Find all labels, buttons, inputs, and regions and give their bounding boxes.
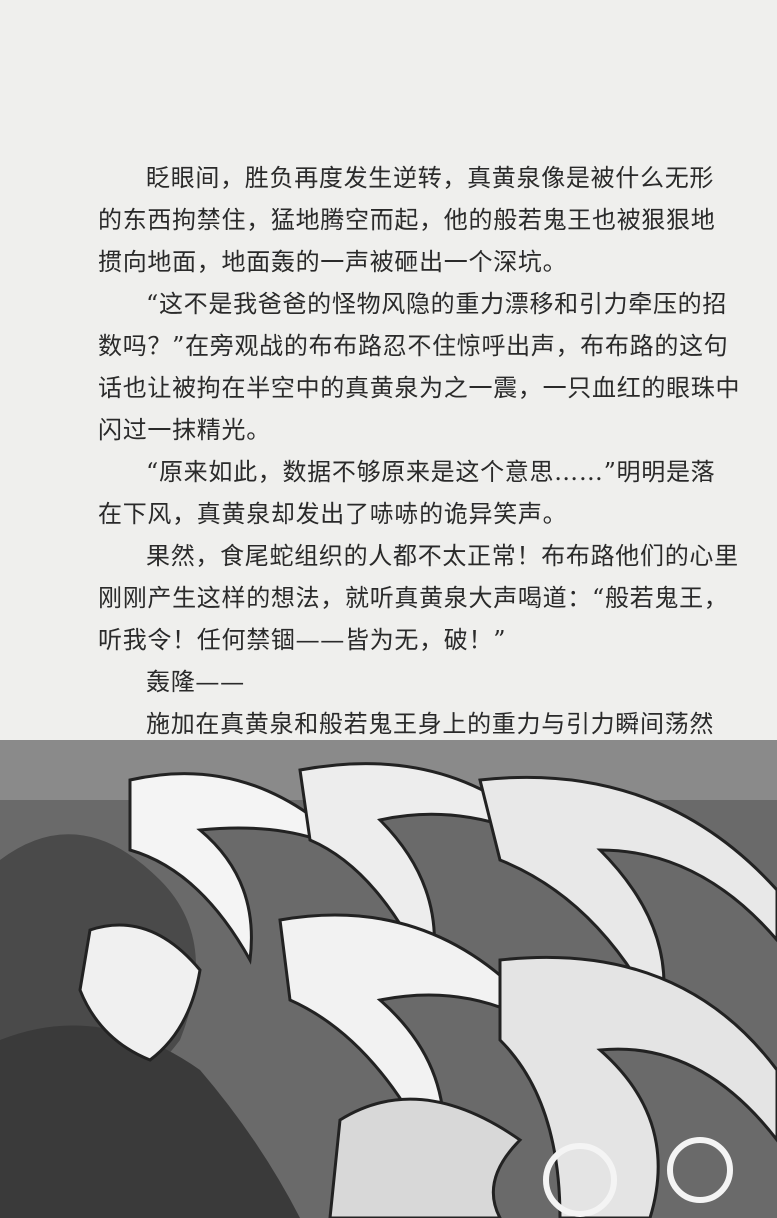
text-line: “这不是我爸爸的怪物风隐的重力漂移和引力牵压的招 xyxy=(146,290,728,318)
text-line: 数吗？”在旁观战的布布路忍不住惊呼出声，布布路的这句 xyxy=(98,332,729,360)
text-line: 闪过一抹精光。 xyxy=(98,416,271,444)
text-line: 刚刚产生这样的想法，就听真黄泉大声喝道：“般若鬼王， xyxy=(98,584,729,612)
text-line: 施加在真黄泉和般若鬼王身上的重力与引力瞬间荡然 xyxy=(146,710,715,738)
text-line: 的东西拘禁住，猛地腾空而起，他的般若鬼王也被狠狠地 xyxy=(98,206,716,234)
text-line: 眨眼间，胜负再度发生逆转，真黄泉像是被什么无形 xyxy=(146,164,715,192)
text-line: 话也让被拘在半空中的真黄泉为之一震，一只血红的眼珠中 xyxy=(98,374,741,402)
text-line: 果然，食尾蛇组织的人都不太正常！布布路他们的心里 xyxy=(146,542,739,570)
text-line: 听我令！任何禁锢——皆为无，破！” xyxy=(98,626,507,654)
text-line: 轰隆—— xyxy=(146,668,245,696)
illustration xyxy=(0,740,777,1218)
text-line: “原来如此，数据不够原来是这个意思……”明明是落 xyxy=(146,458,716,486)
text-line: 在下风，真黄泉却发出了哧哧的诡异笑声。 xyxy=(98,500,568,528)
text-line: 掼向地面，地面轰的一声被砸出一个深坑。 xyxy=(98,248,568,276)
